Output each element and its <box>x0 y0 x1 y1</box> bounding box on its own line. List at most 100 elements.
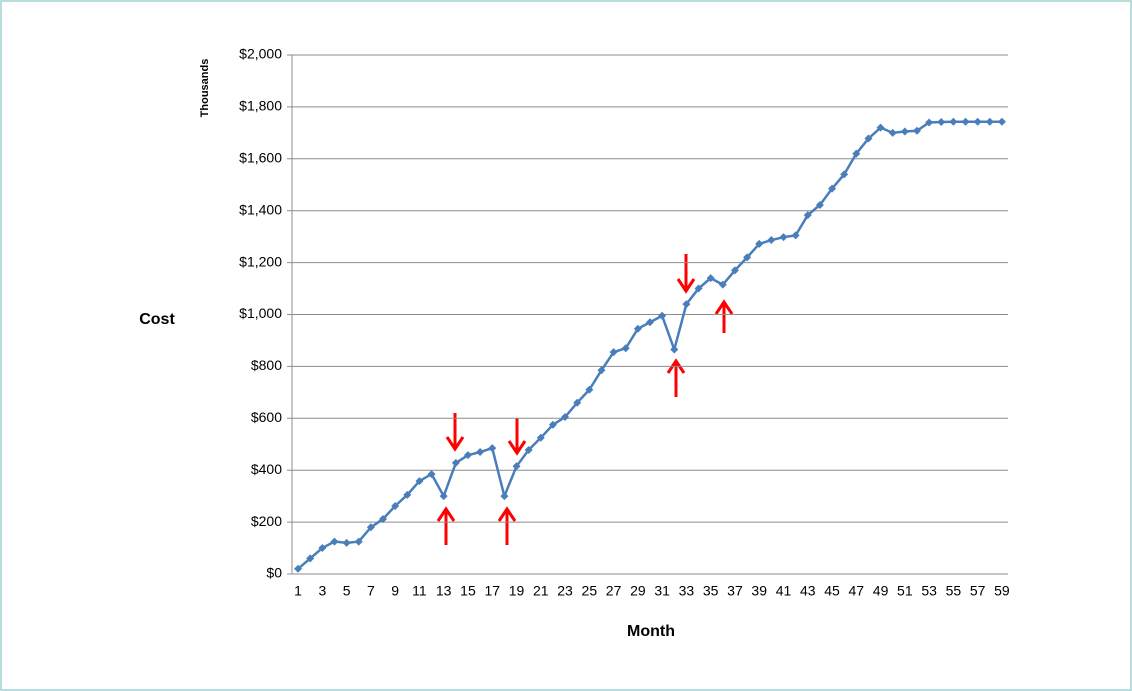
data-marker <box>451 458 460 467</box>
x-tick-label: 49 <box>873 583 889 599</box>
data-marker <box>888 128 897 137</box>
x-tick-label: 7 <box>367 583 375 599</box>
data-marker <box>427 470 436 479</box>
data-marker <box>597 366 606 375</box>
data-marker <box>791 231 800 240</box>
y-tick-label: $1,600 <box>239 150 282 166</box>
data-marker <box>949 117 958 126</box>
data-marker <box>718 280 727 289</box>
x-tick-label: 37 <box>727 583 743 599</box>
y-tick-label: $600 <box>251 409 282 425</box>
data-marker <box>900 127 909 136</box>
data-marker <box>379 514 388 523</box>
data-marker <box>646 318 654 327</box>
x-tick-label: 51 <box>897 583 913 599</box>
data-marker <box>815 200 824 209</box>
data-marker <box>803 211 812 220</box>
data-marker <box>658 311 667 320</box>
data-marker <box>973 117 982 126</box>
x-axis-label: Month <box>627 623 675 640</box>
data-marker <box>476 448 485 457</box>
data-marker <box>548 420 557 429</box>
data-marker <box>403 490 412 499</box>
x-tick-label: 1 <box>294 583 302 599</box>
annotation-arrows <box>436 254 734 545</box>
data-marker <box>767 236 776 245</box>
data-marker <box>524 445 533 454</box>
data-marker <box>439 492 448 501</box>
data-marker <box>415 477 424 486</box>
data-marker <box>828 184 837 193</box>
x-tick-label: 23 <box>557 583 573 599</box>
x-tick-label: 9 <box>391 583 399 599</box>
y-tick-label: $1,200 <box>239 253 282 269</box>
data-marker <box>840 170 849 179</box>
y-tick-label: $200 <box>251 513 282 529</box>
data-marker <box>743 253 752 262</box>
x-tick-label: 5 <box>343 583 351 599</box>
x-tick-label: 57 <box>970 583 986 599</box>
data-marker <box>342 538 351 547</box>
data-marker <box>536 433 545 442</box>
y-tick-label: $2,000 <box>239 46 282 62</box>
data-marker <box>330 537 339 546</box>
data-marker <box>755 239 764 248</box>
data-marker <box>997 117 1006 126</box>
data-marker <box>682 300 691 309</box>
x-tick-label: 41 <box>776 583 792 599</box>
data-marker <box>925 118 934 127</box>
data-marker <box>852 149 861 158</box>
data-marker <box>621 344 630 353</box>
x-tick-label: 47 <box>849 583 865 599</box>
x-tick-label: 35 <box>703 583 719 599</box>
x-tick-label: 11 <box>412 583 427 599</box>
data-marker <box>500 492 509 501</box>
x-tick-label: 3 <box>318 583 326 599</box>
data-marker <box>961 117 970 126</box>
data-marker <box>294 564 303 573</box>
x-tick-label: 53 <box>921 583 937 599</box>
data-marker <box>354 537 363 546</box>
x-tick-label: 43 <box>800 583 816 599</box>
x-tick-label: 13 <box>436 583 452 599</box>
data-marker <box>937 117 946 126</box>
data-marker <box>573 398 582 407</box>
data-marker <box>730 266 739 275</box>
data-marker <box>670 345 679 354</box>
data-marker <box>912 126 921 135</box>
data-marker <box>864 134 873 143</box>
y-tick-label: $1,800 <box>239 98 282 114</box>
x-tick-label: 31 <box>654 583 670 599</box>
data-marker <box>366 523 375 532</box>
data-marker <box>512 462 521 471</box>
x-tick-label: 29 <box>630 583 646 599</box>
data-marker <box>609 348 618 357</box>
data-marker <box>391 502 400 511</box>
x-tick-label: 15 <box>460 583 476 599</box>
data-marker <box>585 385 594 394</box>
x-tick-label: 33 <box>679 583 695 599</box>
x-tick-label: 21 <box>533 583 549 599</box>
y-tick-label: $1,000 <box>239 305 282 321</box>
x-tick-label: 19 <box>509 583 525 599</box>
data-marker <box>706 274 715 283</box>
y-axis-label: Cost <box>139 311 175 328</box>
x-tick-label: 45 <box>824 583 840 599</box>
data-marker <box>318 544 327 553</box>
x-tick-label: 55 <box>946 583 962 599</box>
x-tick-label: 17 <box>484 583 500 599</box>
data-marker <box>561 413 570 422</box>
x-tick-label: 59 <box>994 583 1010 599</box>
data-marker <box>488 444 497 453</box>
y-axis-unit: Thousands <box>199 59 211 118</box>
data-marker <box>876 123 885 132</box>
data-marker <box>306 554 315 563</box>
data-marker <box>985 117 994 126</box>
y-tick-label: $400 <box>251 461 282 477</box>
data-marker <box>694 284 703 293</box>
x-tick-label: 25 <box>582 583 598 599</box>
x-tick-label: 39 <box>751 583 767 599</box>
data-marker <box>633 324 642 333</box>
